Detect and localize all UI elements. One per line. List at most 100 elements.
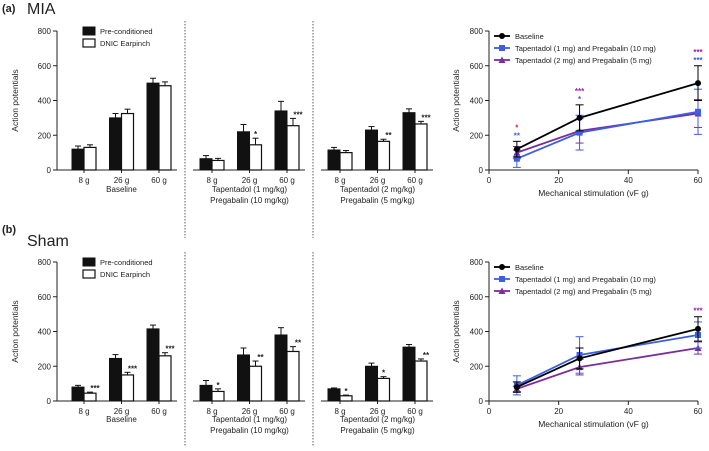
bar-dnic-earpinch <box>339 152 353 171</box>
significance-marker: ** <box>385 131 392 140</box>
y-tick-label: 200 <box>470 131 484 140</box>
x-tick-label: 60 <box>694 176 703 185</box>
x-tick-label: 60 g <box>407 176 423 185</box>
legend-swatch-pre-conditioned <box>82 257 96 267</box>
y-tick-label: 200 <box>38 362 52 371</box>
series-line <box>516 334 699 387</box>
legend-label: Pre-conditioned <box>100 27 153 36</box>
bar-dnic-earpinch <box>211 390 225 402</box>
bar-pre-conditioned <box>402 346 416 402</box>
legend-swatch-dnic-earpinch <box>82 269 96 279</box>
bar-pre-conditioned <box>71 386 85 402</box>
x-axis-label: Mechanical stimulation (vF g) <box>538 188 649 198</box>
y-tick-label: 200 <box>38 131 52 140</box>
significance-marker: *** <box>165 345 175 354</box>
y-axis-label: Action potentials <box>451 300 461 362</box>
y-axis-label: Action potentials <box>451 69 461 131</box>
bar-dnic-earpinch <box>286 350 300 402</box>
data-point <box>576 355 583 362</box>
group-label: Pregabalin (10 mg/kg) <box>210 196 289 205</box>
panel-label: (b) <box>2 224 16 236</box>
significance-marker: ** <box>257 353 264 362</box>
significance-marker: * <box>382 369 386 378</box>
significance-marker: *** <box>693 307 703 316</box>
significance-marker: * <box>344 387 348 396</box>
x-tick-label: 26 g <box>114 176 130 185</box>
y-tick-label: 800 <box>470 258 484 267</box>
y-tick-label: 0 <box>47 397 52 406</box>
data-point <box>695 108 701 115</box>
bar-pre-conditioned <box>365 365 378 402</box>
x-tick-label: 26 g <box>370 407 386 416</box>
legend-marker <box>498 56 506 63</box>
group-label: Tapentadol (1 mg/kg) <box>212 185 287 194</box>
x-tick-label: 26 g <box>242 407 258 416</box>
panel-title: MIA <box>27 1 56 18</box>
legend-marker <box>499 33 505 39</box>
data-point <box>513 146 520 153</box>
x-tick-label: 8 g <box>206 176 217 185</box>
y-tick-label: 0 <box>479 397 484 406</box>
x-tick-label: 60 <box>694 407 703 416</box>
significance-marker: * <box>578 95 582 104</box>
data-point <box>513 155 520 162</box>
significance-marker: * <box>254 130 258 139</box>
y-tick-label: 800 <box>470 27 484 36</box>
bar-pre-conditioned <box>274 110 288 171</box>
bar-dnic-earpinch <box>248 365 263 402</box>
legend-marker <box>499 45 505 51</box>
legend-label: DNIC Earpinch <box>100 270 150 279</box>
bar-pre-conditioned <box>109 357 122 402</box>
legend-label: Tapentadol (1 mg) and Pregabalin (10 mg) <box>515 275 656 284</box>
bar-dnic-earpinch <box>158 355 172 402</box>
x-tick-label: 40 <box>624 407 633 416</box>
bar-pre-conditioned <box>327 149 341 171</box>
bar-dnic-earpinch <box>83 146 97 171</box>
significance-marker: *** <box>90 384 100 393</box>
x-tick-label: 0 <box>487 407 492 416</box>
bar-dnic-earpinch <box>376 140 391 171</box>
y-tick-label: 0 <box>47 166 52 175</box>
bar-pre-conditioned <box>327 388 341 402</box>
data-point <box>513 384 520 391</box>
legend-label: Tapentadol (2 mg) and Pregabalin (5 mg) <box>515 287 652 296</box>
significance-marker: ** <box>295 339 302 348</box>
bar-dnic-earpinch <box>83 392 97 402</box>
bar-pre-conditioned <box>237 354 250 402</box>
significance-marker: ** <box>423 351 430 360</box>
bar-pre-conditioned <box>274 334 288 402</box>
x-tick-label: 60 g <box>407 407 423 416</box>
bar-dnic-earpinch <box>158 85 172 171</box>
data-point <box>576 129 583 136</box>
legend-label: Baseline <box>515 263 544 272</box>
y-tick-label: 400 <box>38 97 52 106</box>
data-point <box>695 80 701 87</box>
y-tick-label: 400 <box>470 97 484 106</box>
legend-label: Tapentadol (2 mg) and Pregabalin (5 mg) <box>515 56 652 65</box>
y-tick-label: 400 <box>470 328 484 337</box>
x-tick-label: 8 g <box>78 176 89 185</box>
x-tick-label: 26 g <box>370 176 386 185</box>
bar-pre-conditioned <box>146 328 160 402</box>
y-tick-label: 600 <box>38 293 52 302</box>
legend-label: Baseline <box>515 32 544 41</box>
y-tick-label: 600 <box>470 62 484 71</box>
group-label: Pregabalin (5 mg/kg) <box>340 196 415 205</box>
significance-marker: * <box>515 123 519 132</box>
x-tick-label: 8 g <box>206 407 217 416</box>
group-label: Tapentadol (2 mg/kg) <box>340 415 415 424</box>
legend-label: Pre-conditioned <box>100 258 153 267</box>
significance-marker: *** <box>693 56 703 65</box>
group-label: Tapentadol (2 mg/kg) <box>340 185 415 194</box>
bar-pre-conditioned <box>146 82 160 171</box>
x-tick-label: 20 <box>554 407 563 416</box>
significance-marker: * <box>216 381 220 390</box>
y-tick-label: 800 <box>38 258 52 267</box>
x-tick-label: 8 g <box>334 407 345 416</box>
x-tick-label: 60 g <box>151 407 167 416</box>
y-tick-label: 600 <box>38 62 52 71</box>
panel-title: Sham <box>27 233 69 250</box>
group-label: Pregabalin (5 mg/kg) <box>340 426 415 435</box>
group-label: Pregabalin (10 mg/kg) <box>210 426 289 435</box>
legend-label: Tapentadol (1 mg) and Pregabalin (10 mg) <box>515 44 656 53</box>
